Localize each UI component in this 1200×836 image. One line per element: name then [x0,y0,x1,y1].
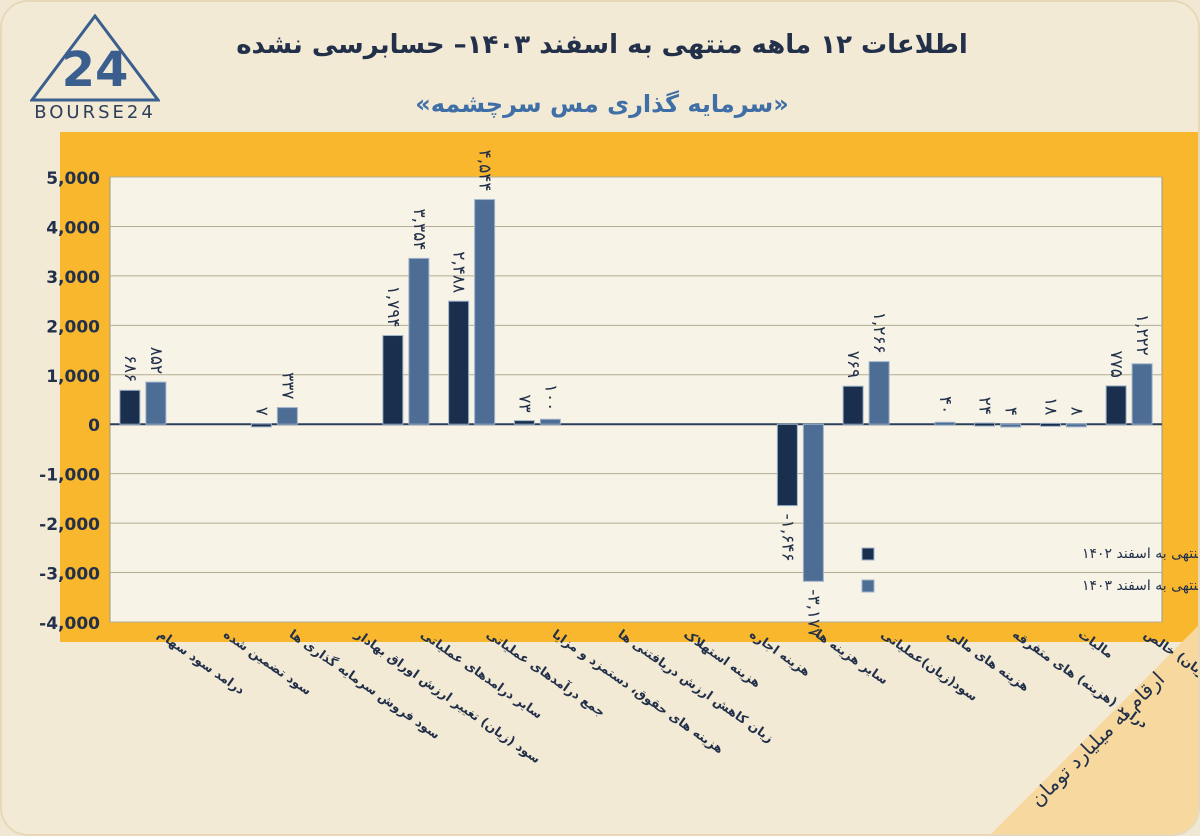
plot-area [109,176,1163,623]
bar [868,361,890,425]
data-label: ۱۸ [1040,397,1060,415]
bar [408,257,430,425]
bar [1105,385,1127,425]
data-label: ۴۰ [935,396,955,414]
legend-label: عملکرد منتهی به اسفند ۱۴۰۳ [1082,578,1200,594]
y-tick-label: -4,000 [39,614,100,634]
y-tick-label: 3,000 [46,268,100,288]
data-label: ۷ [251,407,271,416]
data-label: ۴,۵۴۴ [475,150,495,192]
data-label: ۱,۲۲۲ [1132,314,1152,356]
y-tick-label: -3,000 [39,565,100,585]
bar [802,423,824,582]
bar [382,335,404,425]
data-label: ۷۶۹ [843,351,863,378]
y-tick-label: 0 [88,416,100,436]
bar [934,421,956,426]
bar [448,300,470,425]
bar [1131,363,1153,425]
bar [276,407,298,425]
note-band [990,626,1198,834]
y-tick-label: 1,000 [46,367,100,387]
bar [1039,422,1061,427]
bar [119,389,141,425]
bar [474,199,496,425]
legend-swatch [861,547,875,561]
y-tick-label: -2,000 [39,515,100,535]
page-subtitle: «سرمایه گذاری مس سرچشمه» [415,90,789,118]
data-label: ۸۵۲ [146,347,166,374]
page-title: اطلاعات ۱۲ ماهه منتهی به اسفند ۱۴۰۳– حسا… [236,30,968,60]
bar [539,418,561,425]
bar [842,385,864,425]
logo-wordmark: BOURSE24 [34,102,156,123]
data-label: ۱۰۰ [540,384,560,411]
y-tick-label: 5,000 [46,169,100,189]
bar [1065,423,1087,428]
bar [1000,423,1022,428]
legend-label: عملکرد منتهی به اسفند ۱۴۰۲ [1082,546,1200,562]
data-label: -۱,۶۴۶ [777,514,797,562]
data-label: ۸ [1066,407,1086,416]
data-label: ۳۳۷ [277,372,297,399]
y-tick-label: 4,000 [46,218,100,238]
logo-mark-icon: 24 [29,13,161,102]
data-label: ۲,۴۸۸ [449,251,469,293]
bar [776,423,798,507]
data-label: ۳,۳۵۴ [409,208,429,250]
legend-swatch [861,579,875,593]
data-label: ۱,۲۶۶ [869,312,889,354]
y-tick-label: 2,000 [46,317,100,337]
data-label: ۷۳ [514,394,534,412]
data-label: ۷۷۵ [1106,350,1126,377]
bar [250,423,272,428]
data-label: ۶۸۶ [120,355,140,382]
logo: 24 BOURSE24 [29,13,161,124]
bar [513,420,535,425]
bar [145,381,167,425]
logo-mark-text: 24 [62,42,129,98]
data-label: ۱,۷۹۴ [383,286,403,328]
data-label: ۲۴ [975,397,995,415]
data-label: ۴ [1001,407,1021,416]
bar [974,422,996,427]
data-label: -۳,۱۷۷ [803,589,823,637]
y-tick-label: -1,000 [39,466,100,486]
